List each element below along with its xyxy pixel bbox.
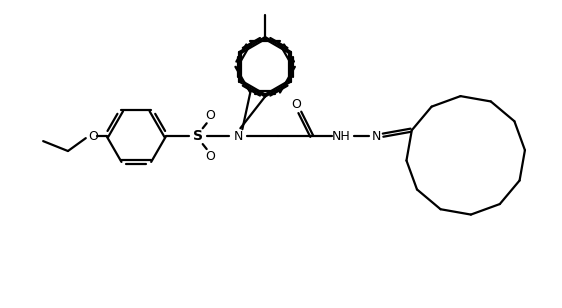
Text: S: S: [193, 129, 203, 143]
Text: N: N: [234, 130, 243, 143]
Text: O: O: [206, 151, 216, 164]
Text: O: O: [206, 109, 216, 122]
Text: O: O: [88, 130, 98, 143]
Text: O: O: [291, 98, 301, 111]
Text: N: N: [371, 130, 381, 143]
Text: NH: NH: [332, 130, 351, 143]
